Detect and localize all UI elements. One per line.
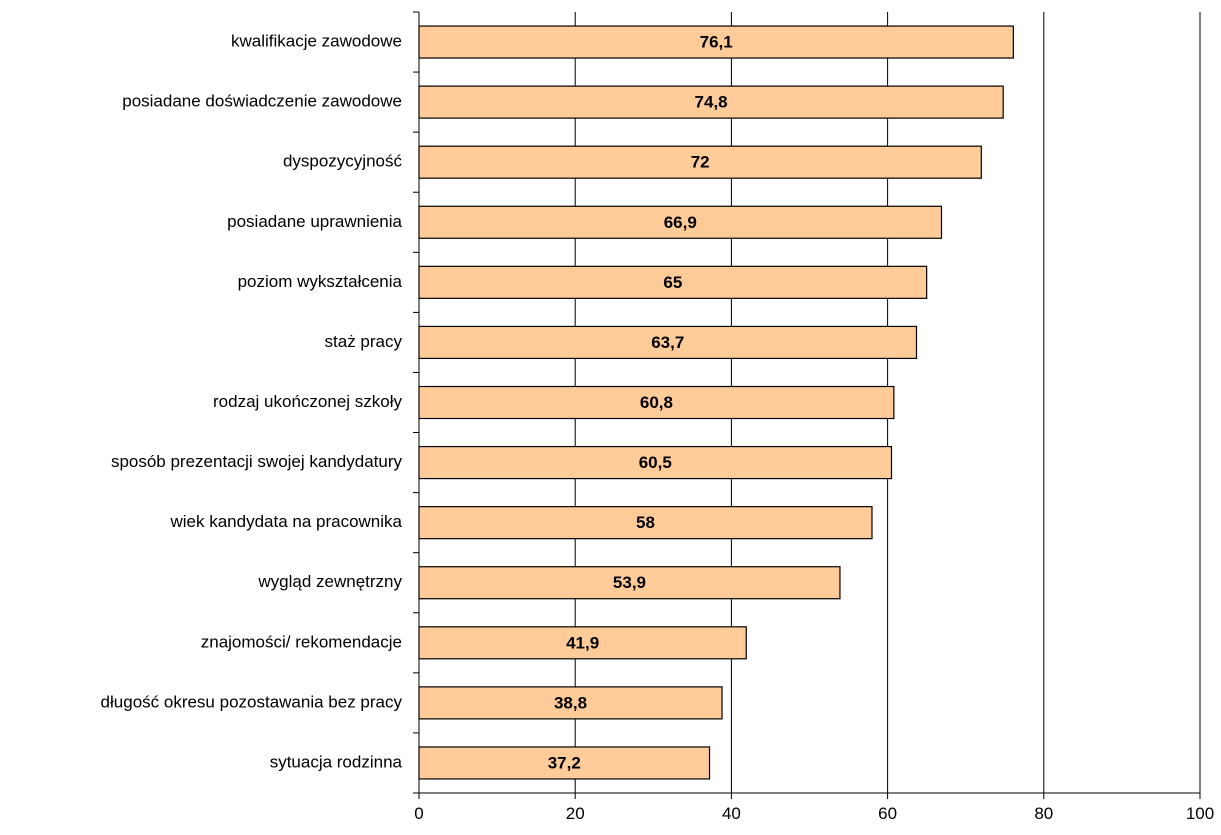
x-tick-label: 20 (566, 804, 585, 823)
category-label: znajomości/ rekomendacje (201, 632, 402, 651)
data-label: 74,8 (695, 93, 728, 112)
data-label: 58 (636, 513, 655, 532)
data-label: 63,7 (651, 333, 684, 352)
x-tick-label: 80 (1034, 804, 1053, 823)
data-label: 76,1 (700, 33, 733, 52)
category-label: dyspozycyjność (283, 152, 403, 171)
data-label: 66,9 (664, 213, 697, 232)
x-tick-label: 100 (1186, 804, 1214, 823)
bar (418, 506, 873, 540)
data-label: 60,8 (640, 393, 673, 412)
tick-labels: 0 20 40 60 80 100 (414, 804, 1214, 823)
data-label: 41,9 (566, 633, 599, 652)
bar (418, 145, 982, 179)
x-tick-label: 60 (878, 804, 897, 823)
bar (418, 265, 928, 299)
category-label: wygląd zewnętrzny (257, 572, 402, 591)
data-labels: 76,1 74,8 72 66,9 65 63,7 60,8 60,5 58 53,9 41,9 38… (548, 33, 733, 773)
bar (418, 626, 747, 660)
category-label: staż pracy (325, 332, 403, 351)
bars (418, 25, 1014, 780)
category-label: sytuacja rodzinna (270, 752, 403, 771)
category-label: sposób prezentacji swojej kandydatury (111, 452, 403, 471)
category-label: posiadane uprawnienia (227, 212, 402, 231)
data-label: 65 (663, 273, 682, 292)
bar (418, 205, 943, 239)
bar (418, 445, 893, 480)
x-tick-label: 40 (722, 804, 741, 823)
category-label: kwalifikacje zawodowe (231, 32, 402, 51)
axis (413, 11, 1201, 799)
bar (418, 686, 723, 720)
data-label: 37,2 (548, 753, 581, 772)
category-label: poziom wykształcenia (238, 272, 403, 291)
data-label: 72 (691, 153, 710, 172)
category-labels: kwalifikacje zawodowe posiadane doświadcz… (101, 32, 403, 772)
data-label: 38,8 (554, 693, 587, 712)
data-label: 53,9 (613, 573, 646, 592)
bar (418, 566, 841, 600)
category-label: posiadane doświadczenie zawodowe (122, 92, 402, 111)
category-label: rodzaj ukończonej szkoły (213, 392, 402, 411)
bar (418, 325, 918, 360)
category-label: długość okresu pozostawania bez pracy (101, 692, 403, 711)
bar (418, 25, 1014, 59)
category-label: wiek kandydata na pracownika (169, 512, 402, 531)
data-label: 60,5 (639, 453, 672, 472)
bar (418, 385, 895, 420)
x-tick-label: 0 (414, 804, 423, 823)
